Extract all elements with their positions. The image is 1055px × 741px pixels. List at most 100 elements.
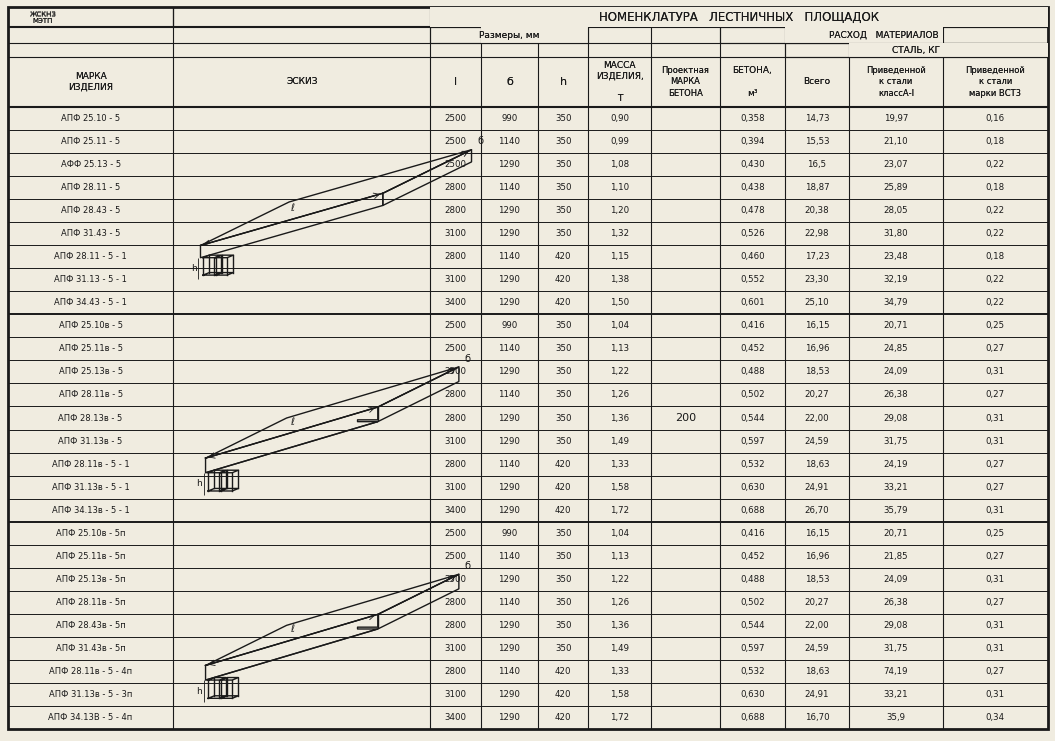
Text: 350: 350 bbox=[555, 322, 572, 330]
Text: 0,358: 0,358 bbox=[741, 114, 765, 123]
Text: 1290: 1290 bbox=[499, 299, 520, 308]
Text: Размеры, мм: Размеры, мм bbox=[479, 30, 540, 39]
Text: 1290: 1290 bbox=[499, 413, 520, 422]
Text: МАРКА
ИЗДЕЛИЯ: МАРКА ИЗДЕЛИЯ bbox=[69, 72, 113, 92]
Text: ℓ: ℓ bbox=[290, 416, 293, 427]
Text: 25,89: 25,89 bbox=[884, 183, 908, 192]
Bar bbox=[481, 7, 538, 27]
Text: 17,23: 17,23 bbox=[805, 252, 829, 262]
Text: 25,10: 25,10 bbox=[805, 299, 829, 308]
Text: 420: 420 bbox=[555, 690, 572, 699]
Text: 350: 350 bbox=[555, 206, 572, 215]
Text: 1,36: 1,36 bbox=[610, 621, 629, 630]
Text: 24,85: 24,85 bbox=[884, 345, 908, 353]
Text: 0,526: 0,526 bbox=[741, 229, 765, 238]
Text: БЕТОНА,

м³: БЕТОНА, м³ bbox=[732, 67, 772, 98]
Text: 1290: 1290 bbox=[499, 368, 520, 376]
Text: 24,91: 24,91 bbox=[805, 690, 829, 699]
Text: АПФ 28.11в - 5 - 4п: АПФ 28.11в - 5 - 4п bbox=[49, 667, 132, 676]
Text: МАССА
ИЗДЕЛИЯ,

Т: МАССА ИЗДЕЛИЯ, Т bbox=[596, 61, 644, 103]
Text: 420: 420 bbox=[555, 459, 572, 468]
Text: 34,79: 34,79 bbox=[884, 299, 908, 308]
Text: 0,488: 0,488 bbox=[741, 368, 765, 376]
Text: 0,27: 0,27 bbox=[985, 552, 1005, 561]
Text: 35,79: 35,79 bbox=[884, 505, 908, 515]
Text: 420: 420 bbox=[555, 505, 572, 515]
Text: 1,58: 1,58 bbox=[610, 690, 629, 699]
Text: 2800: 2800 bbox=[444, 621, 466, 630]
Text: Приведенной
к стали
марки ВСТ3: Приведенной к стали марки ВСТ3 bbox=[965, 67, 1025, 98]
Text: 3100: 3100 bbox=[444, 436, 466, 445]
Text: 0,16: 0,16 bbox=[985, 114, 1005, 123]
Text: 2500: 2500 bbox=[444, 552, 466, 561]
Text: АПФ 34.13В - 5 - 4п: АПФ 34.13В - 5 - 4п bbox=[49, 713, 133, 722]
Text: 200: 200 bbox=[675, 413, 696, 423]
Bar bbox=[849, 7, 943, 27]
Text: 0,452: 0,452 bbox=[741, 345, 765, 353]
Text: АПФ 25.13в - 5п: АПФ 25.13в - 5п bbox=[56, 575, 126, 584]
Bar bbox=[943, 7, 1048, 27]
Text: 2500: 2500 bbox=[444, 368, 466, 376]
Bar bbox=[943, 43, 1048, 57]
Text: 1,49: 1,49 bbox=[610, 644, 629, 653]
Text: 24,19: 24,19 bbox=[884, 459, 908, 468]
Text: 990: 990 bbox=[501, 114, 518, 123]
Text: 1,13: 1,13 bbox=[610, 345, 629, 353]
Text: АПФ 28.11 - 5: АПФ 28.11 - 5 bbox=[61, 183, 120, 192]
Text: МАРКА
ИЗДЕЛИЯ: МАРКА ИЗДЕЛИЯ bbox=[69, 72, 113, 92]
Text: 15,53: 15,53 bbox=[805, 137, 829, 146]
Text: 1290: 1290 bbox=[499, 505, 520, 515]
Text: Приведенной
к стали
классА-I: Приведенной к стали классА-I bbox=[866, 67, 926, 98]
Text: 0,630: 0,630 bbox=[741, 690, 765, 699]
Text: 1290: 1290 bbox=[499, 275, 520, 285]
Text: 32,19: 32,19 bbox=[884, 275, 908, 285]
Text: АПФ 25.13в - 5: АПФ 25.13в - 5 bbox=[58, 368, 122, 376]
Text: 1290: 1290 bbox=[499, 229, 520, 238]
Text: 1,72: 1,72 bbox=[610, 713, 629, 722]
Text: МЭТП: МЭТП bbox=[33, 18, 53, 24]
Text: 0,18: 0,18 bbox=[985, 137, 1005, 146]
Text: 2800: 2800 bbox=[444, 391, 466, 399]
Text: 2800: 2800 bbox=[444, 667, 466, 676]
Text: АПФ 28.11в - 5 - 1: АПФ 28.11в - 5 - 1 bbox=[52, 459, 130, 468]
Text: 1140: 1140 bbox=[498, 598, 520, 607]
Text: 33,21: 33,21 bbox=[884, 690, 908, 699]
Text: АПФ 34.43 - 5 - 1: АПФ 34.43 - 5 - 1 bbox=[54, 299, 127, 308]
Text: 1,13: 1,13 bbox=[610, 552, 629, 561]
Text: 0,502: 0,502 bbox=[741, 598, 765, 607]
Text: 16,70: 16,70 bbox=[805, 713, 829, 722]
Text: 2800: 2800 bbox=[444, 183, 466, 192]
Bar bbox=[538, 7, 589, 27]
Text: 0,31: 0,31 bbox=[985, 368, 1005, 376]
Bar bbox=[785, 7, 849, 27]
Text: 1,04: 1,04 bbox=[610, 322, 629, 330]
Text: Размеры, мм: Размеры, мм bbox=[479, 30, 540, 39]
Text: h: h bbox=[196, 479, 202, 488]
Text: 420: 420 bbox=[555, 713, 572, 722]
Text: 0,430: 0,430 bbox=[741, 160, 765, 169]
Text: НОМЕНКЛАТУРА   ЛЕСТНИЧНЫХ   ПЛОЩАДОК: НОМЕНКЛАТУРА ЛЕСТНИЧНЫХ ПЛОЩАДОК bbox=[599, 10, 879, 24]
Text: 990: 990 bbox=[501, 528, 518, 538]
Bar bbox=[589, 7, 651, 27]
Text: 350: 350 bbox=[555, 183, 572, 192]
Text: 0,31: 0,31 bbox=[985, 505, 1005, 515]
Text: 350: 350 bbox=[555, 345, 572, 353]
Text: 0,31: 0,31 bbox=[985, 436, 1005, 445]
Text: 0,25: 0,25 bbox=[985, 322, 1005, 330]
Text: б: б bbox=[465, 561, 471, 571]
Text: 350: 350 bbox=[555, 598, 572, 607]
Text: ЖСКНЗ: ЖСКНЗ bbox=[30, 12, 56, 18]
Text: 16,96: 16,96 bbox=[805, 552, 829, 561]
Text: 3100: 3100 bbox=[444, 229, 466, 238]
Text: ЭСКИЗ: ЭСКИЗ bbox=[286, 78, 318, 87]
Text: АПФ 31.13в - 5 - 3п: АПФ 31.13в - 5 - 3п bbox=[49, 690, 132, 699]
Text: 1290: 1290 bbox=[499, 482, 520, 491]
Text: 14,73: 14,73 bbox=[805, 114, 829, 123]
Text: Всего: Всего bbox=[804, 78, 830, 87]
Text: 1,36: 1,36 bbox=[610, 413, 629, 422]
Text: РАСХОД   МАТЕРИАЛОВ: РАСХОД МАТЕРИАЛОВ bbox=[829, 30, 939, 39]
Text: 350: 350 bbox=[555, 229, 572, 238]
Text: 2800: 2800 bbox=[444, 206, 466, 215]
Text: 990: 990 bbox=[501, 322, 518, 330]
Text: 31,75: 31,75 bbox=[884, 436, 908, 445]
